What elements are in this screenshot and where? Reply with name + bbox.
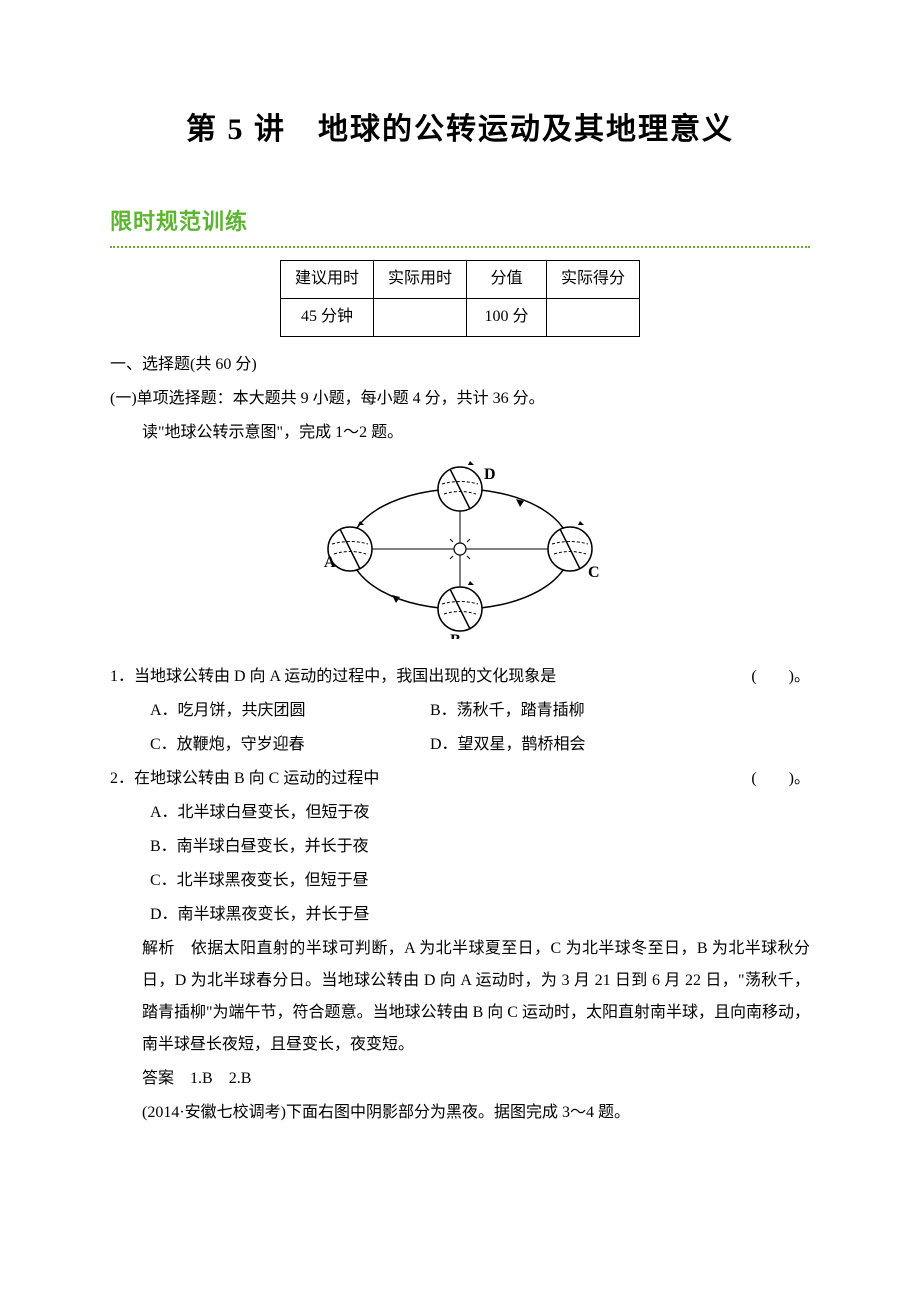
th-actual-score: 实际得分 (547, 261, 640, 299)
th-score: 分值 (467, 261, 547, 299)
dotted-separator (110, 246, 810, 248)
label-d: D (484, 466, 496, 483)
td-actual-time (373, 298, 466, 336)
q1-opt-a: A．吃月饼，共庆团圆 (150, 695, 430, 727)
orbit-diagram: A B C D (110, 459, 810, 651)
q1-paren: ( )。 (751, 661, 810, 693)
label-c: C (588, 564, 600, 581)
q1-opt-b: B．荡秋千，踏青插柳 (430, 695, 810, 727)
answer-text: 1.B 2.B (190, 1070, 251, 1087)
time-table: 建议用时 实际用时 分值 实际得分 45 分钟 100 分 (280, 260, 640, 337)
earth-c: C (548, 521, 600, 581)
q34-intro: (2014·安徽七校调考)下面右图中阴影部分为黑夜。据图完成 3～4 题。 (110, 1097, 810, 1129)
section1-title: 一、选择题(共 60 分) (110, 349, 810, 381)
table-row: 建议用时 实际用时 分值 实际得分 (280, 261, 639, 299)
orbit-svg: A B C D (320, 459, 600, 639)
table-row: 45 分钟 100 分 (280, 298, 639, 336)
answer-label: 答案 (142, 1070, 174, 1087)
q1-opt-c: C．放鞭炮，守岁迎春 (150, 729, 430, 761)
analysis-label: 解析 (142, 940, 175, 957)
td-score: 100 分 (467, 298, 547, 336)
earth-b: B (438, 581, 482, 639)
th-suggest-time: 建议用时 (280, 261, 373, 299)
q1-stem-line: 1．当地球公转由 D 向 A 运动的过程中，我国出现的文化现象是 ( )。 (110, 661, 810, 693)
label-b: B (450, 632, 461, 639)
q1-opts-row1: A．吃月饼，共庆团圆 B．荡秋千，踏青插柳 (110, 695, 810, 727)
q2-opt-c: C．北半球黑夜变长，但短于昼 (110, 865, 810, 897)
q2-paren: ( )。 (751, 763, 810, 795)
q2-opt-a: A．北半球白昼变长，但短于夜 (110, 797, 810, 829)
section-header: 限时规范训练 (110, 200, 810, 244)
analysis-text: 依据太阳直射的半球可判断，A 为北半球夏至日，C 为北半球冬至日，B 为北半球秋… (142, 940, 810, 1053)
td-suggest-time: 45 分钟 (280, 298, 373, 336)
q1-stem: 1．当地球公转由 D 向 A 运动的过程中，我国出现的文化现象是 (110, 661, 751, 693)
earth-d: D (438, 461, 496, 511)
label-a: A (324, 554, 336, 571)
q2-opt-b: B．南半球白昼变长，并长于夜 (110, 831, 810, 863)
answer-block: 答案 1.B 2.B (110, 1063, 810, 1095)
earth-a: A (324, 521, 372, 571)
q12-intro: 读"地球公转示意图"，完成 1～2 题。 (110, 417, 810, 449)
q2-stem-line: 2．在地球公转由 B 向 C 运动的过程中 ( )。 (110, 763, 810, 795)
page-title: 第 5 讲 地球的公转运动及其地理意义 (110, 100, 810, 160)
th-actual-time: 实际用时 (373, 261, 466, 299)
analysis-block: 解析依据太阳直射的半球可判断，A 为北半球夏至日，C 为北半球冬至日，B 为北半… (110, 933, 810, 1061)
section1-subtitle: (一)单项选择题：本大题共 9 小题，每小题 4 分，共计 36 分。 (110, 383, 810, 415)
q1-opts-row2: C．放鞭炮，守岁迎春 D．望双星，鹊桥相会 (110, 729, 810, 761)
td-actual-score (547, 298, 640, 336)
q1-opt-d: D．望双星，鹊桥相会 (430, 729, 810, 761)
q2-opt-d: D．南半球黑夜变长，并长于昼 (110, 899, 810, 931)
q2-stem: 2．在地球公转由 B 向 C 运动的过程中 (110, 763, 751, 795)
